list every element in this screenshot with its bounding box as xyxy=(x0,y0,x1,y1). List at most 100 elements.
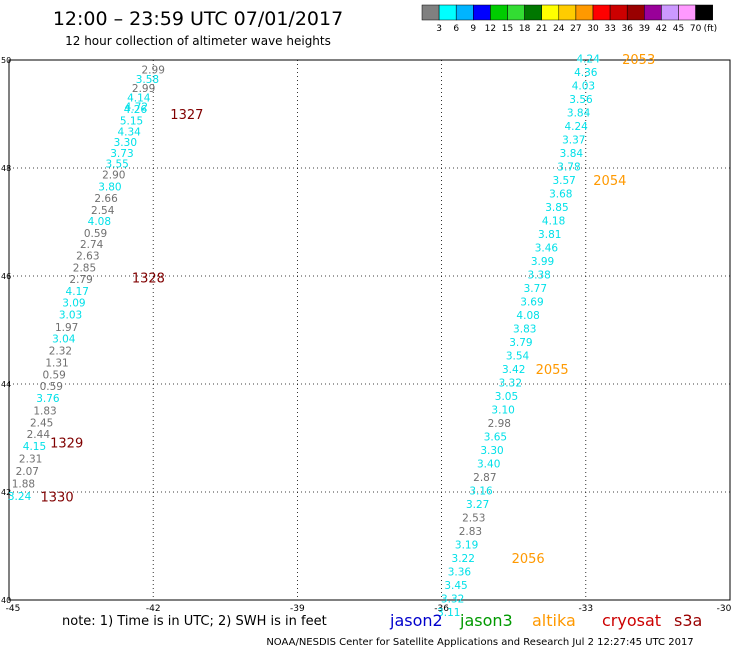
wave-height-point: 3.19 xyxy=(455,539,478,551)
wave-height-point: 3.04 xyxy=(52,334,76,346)
wave-height-point: 3.77 xyxy=(524,283,547,295)
colorbar-swatch xyxy=(438,4,457,21)
wave-height-point: 4.72 xyxy=(125,101,148,113)
y-tick-label: 46 xyxy=(1,272,11,281)
x-tick-label: -42 xyxy=(146,604,161,614)
wave-height-point: 3.79 xyxy=(509,337,532,349)
wave-height-point: 5.15 xyxy=(120,115,143,127)
wave-height-point: 3.36 xyxy=(448,566,472,578)
wave-height-point: 4.24 xyxy=(564,121,588,133)
wave-height-point: 3.54 xyxy=(506,350,530,362)
colorbar-label: 24 xyxy=(553,24,565,34)
pass-time-label: 1329 xyxy=(50,436,83,451)
colorbar-label: 15 xyxy=(502,24,513,34)
wave-height-point: 2.87 xyxy=(473,472,496,484)
colorbar-swatch xyxy=(507,4,525,21)
wave-height-point: 2.98 xyxy=(488,418,511,430)
wave-height-point: 3.78 xyxy=(557,161,580,173)
y-tick-label: 42 xyxy=(1,488,11,497)
colorbar-swatch xyxy=(609,4,628,21)
x-tick-label: -39 xyxy=(290,604,305,614)
wave-height-point: 0.59 xyxy=(42,369,65,381)
wave-height-point: 4.34 xyxy=(117,126,141,138)
wave-height-point: 3.99 xyxy=(531,256,554,268)
wave-height-point: 3.11 xyxy=(437,607,460,619)
colorbar-swatch xyxy=(678,4,696,21)
wave-height-point: 4.24 xyxy=(577,53,601,65)
grid-lines xyxy=(9,60,730,600)
plot-frame xyxy=(8,59,731,601)
y-tick-label: 40 xyxy=(1,596,11,605)
y-tick-label: 44 xyxy=(1,380,11,389)
pass-time-label: 1328 xyxy=(132,272,165,287)
colorbar-swatch xyxy=(661,4,679,21)
wave-height-point: 2.63 xyxy=(76,250,99,262)
wave-height-point: 4.08 xyxy=(516,310,539,322)
legend-entry: cryosat xyxy=(602,611,661,630)
wave-height-point: 3.80 xyxy=(98,181,121,193)
chart-title: 12:00 – 23:59 UTC 07/01/2017 xyxy=(53,8,343,30)
wave-height-point: 2.66 xyxy=(94,193,118,205)
colorbar-swatch xyxy=(421,4,440,21)
wave-height-point: 0.59 xyxy=(84,228,107,240)
wave-height-point: 4.26 xyxy=(124,104,148,116)
legend-entry: jason3 xyxy=(459,611,513,630)
pass-time-label: 2056 xyxy=(512,552,545,567)
wave-height-point: 3.40 xyxy=(477,458,500,470)
wave-height-point: 2.07 xyxy=(16,466,39,478)
pass-time-label: 2053 xyxy=(622,53,655,68)
wave-height-point: 2.44 xyxy=(27,429,51,441)
wave-height-values: 2.993.582.994.144.724.265.154.343.303.73… xyxy=(8,53,600,619)
wave-height-point: 3.24 xyxy=(8,491,32,503)
wave-height-point: 3.46 xyxy=(535,242,559,254)
wave-height-point: 3.84 xyxy=(560,148,584,160)
wave-height-point: 3.03 xyxy=(59,309,82,321)
wave-height-point: 3.73 xyxy=(110,148,133,160)
legend-entry: s3a xyxy=(674,611,702,630)
y-tick-label: 48 xyxy=(1,164,11,173)
wave-height-point: 1.88 xyxy=(12,478,35,490)
colorbar-swatch xyxy=(575,4,594,21)
wave-height-point: 4.03 xyxy=(572,80,595,92)
legend-entry: altika xyxy=(532,611,576,630)
x-tick-labels: -45 -42 -39 -36 -33 -30 xyxy=(6,604,732,614)
colorbar-swatch xyxy=(644,4,662,21)
wave-height-point: 4.36 xyxy=(574,67,598,79)
colorbar-label: 42 xyxy=(656,24,667,34)
wave-height-point: 3.32 xyxy=(499,377,522,389)
wave-height-point: 3.10 xyxy=(491,404,514,416)
colorbar-label: 3 xyxy=(436,24,442,34)
wave-height-point: 3.65 xyxy=(484,431,507,443)
colorbar-swatch xyxy=(695,4,713,21)
colorbar-label: 70 xyxy=(690,24,702,34)
colorbar-label: 27 xyxy=(570,24,581,34)
x-tick-label: -30 xyxy=(717,604,732,614)
wave-height-point: 3.22 xyxy=(452,553,475,565)
pass-time-label: 1330 xyxy=(41,490,74,505)
pass-time-labels: 1327 1328 1329 1330 2053 2054 2055 2056 xyxy=(41,53,656,567)
wave-height-point: 3.57 xyxy=(552,175,575,187)
wave-height-point: 3.38 xyxy=(527,269,550,281)
wave-height-point: 2.99 xyxy=(132,83,155,95)
color-scale-bar: 3 6 9 12 15 18 21 24 27 30 33 36 39 42 45 70 (ft) xyxy=(421,4,718,34)
wave-height-point: 3.69 xyxy=(520,296,543,308)
legend-entry: jason2 xyxy=(389,611,443,630)
colorbar-unit: (ft) xyxy=(704,24,718,34)
wave-height-point: 3.42 xyxy=(502,364,525,376)
colorbar-swatch xyxy=(592,4,611,21)
wave-height-point: 3.09 xyxy=(62,297,85,309)
colorbar-swatch xyxy=(473,4,491,21)
colorbar-label: 9 xyxy=(470,24,476,34)
colorbar-swatch xyxy=(524,4,542,21)
colorbar-swatch xyxy=(455,4,474,21)
colorbar-label: 39 xyxy=(639,24,651,34)
colorbar-swatch xyxy=(490,4,508,21)
wave-height-point: 2.83 xyxy=(459,526,482,538)
footer-credit: NOAA/NESDIS Center for Satellite Applica… xyxy=(266,637,693,648)
wave-height-point: 2.79 xyxy=(69,274,92,286)
pass-time-label: 2054 xyxy=(593,174,626,189)
wave-height-point: 3.84 xyxy=(567,107,591,119)
wave-height-point: 3.32 xyxy=(441,593,464,605)
wave-height-point: 0.59 xyxy=(40,381,63,393)
colorbar-label: 33 xyxy=(604,24,615,34)
